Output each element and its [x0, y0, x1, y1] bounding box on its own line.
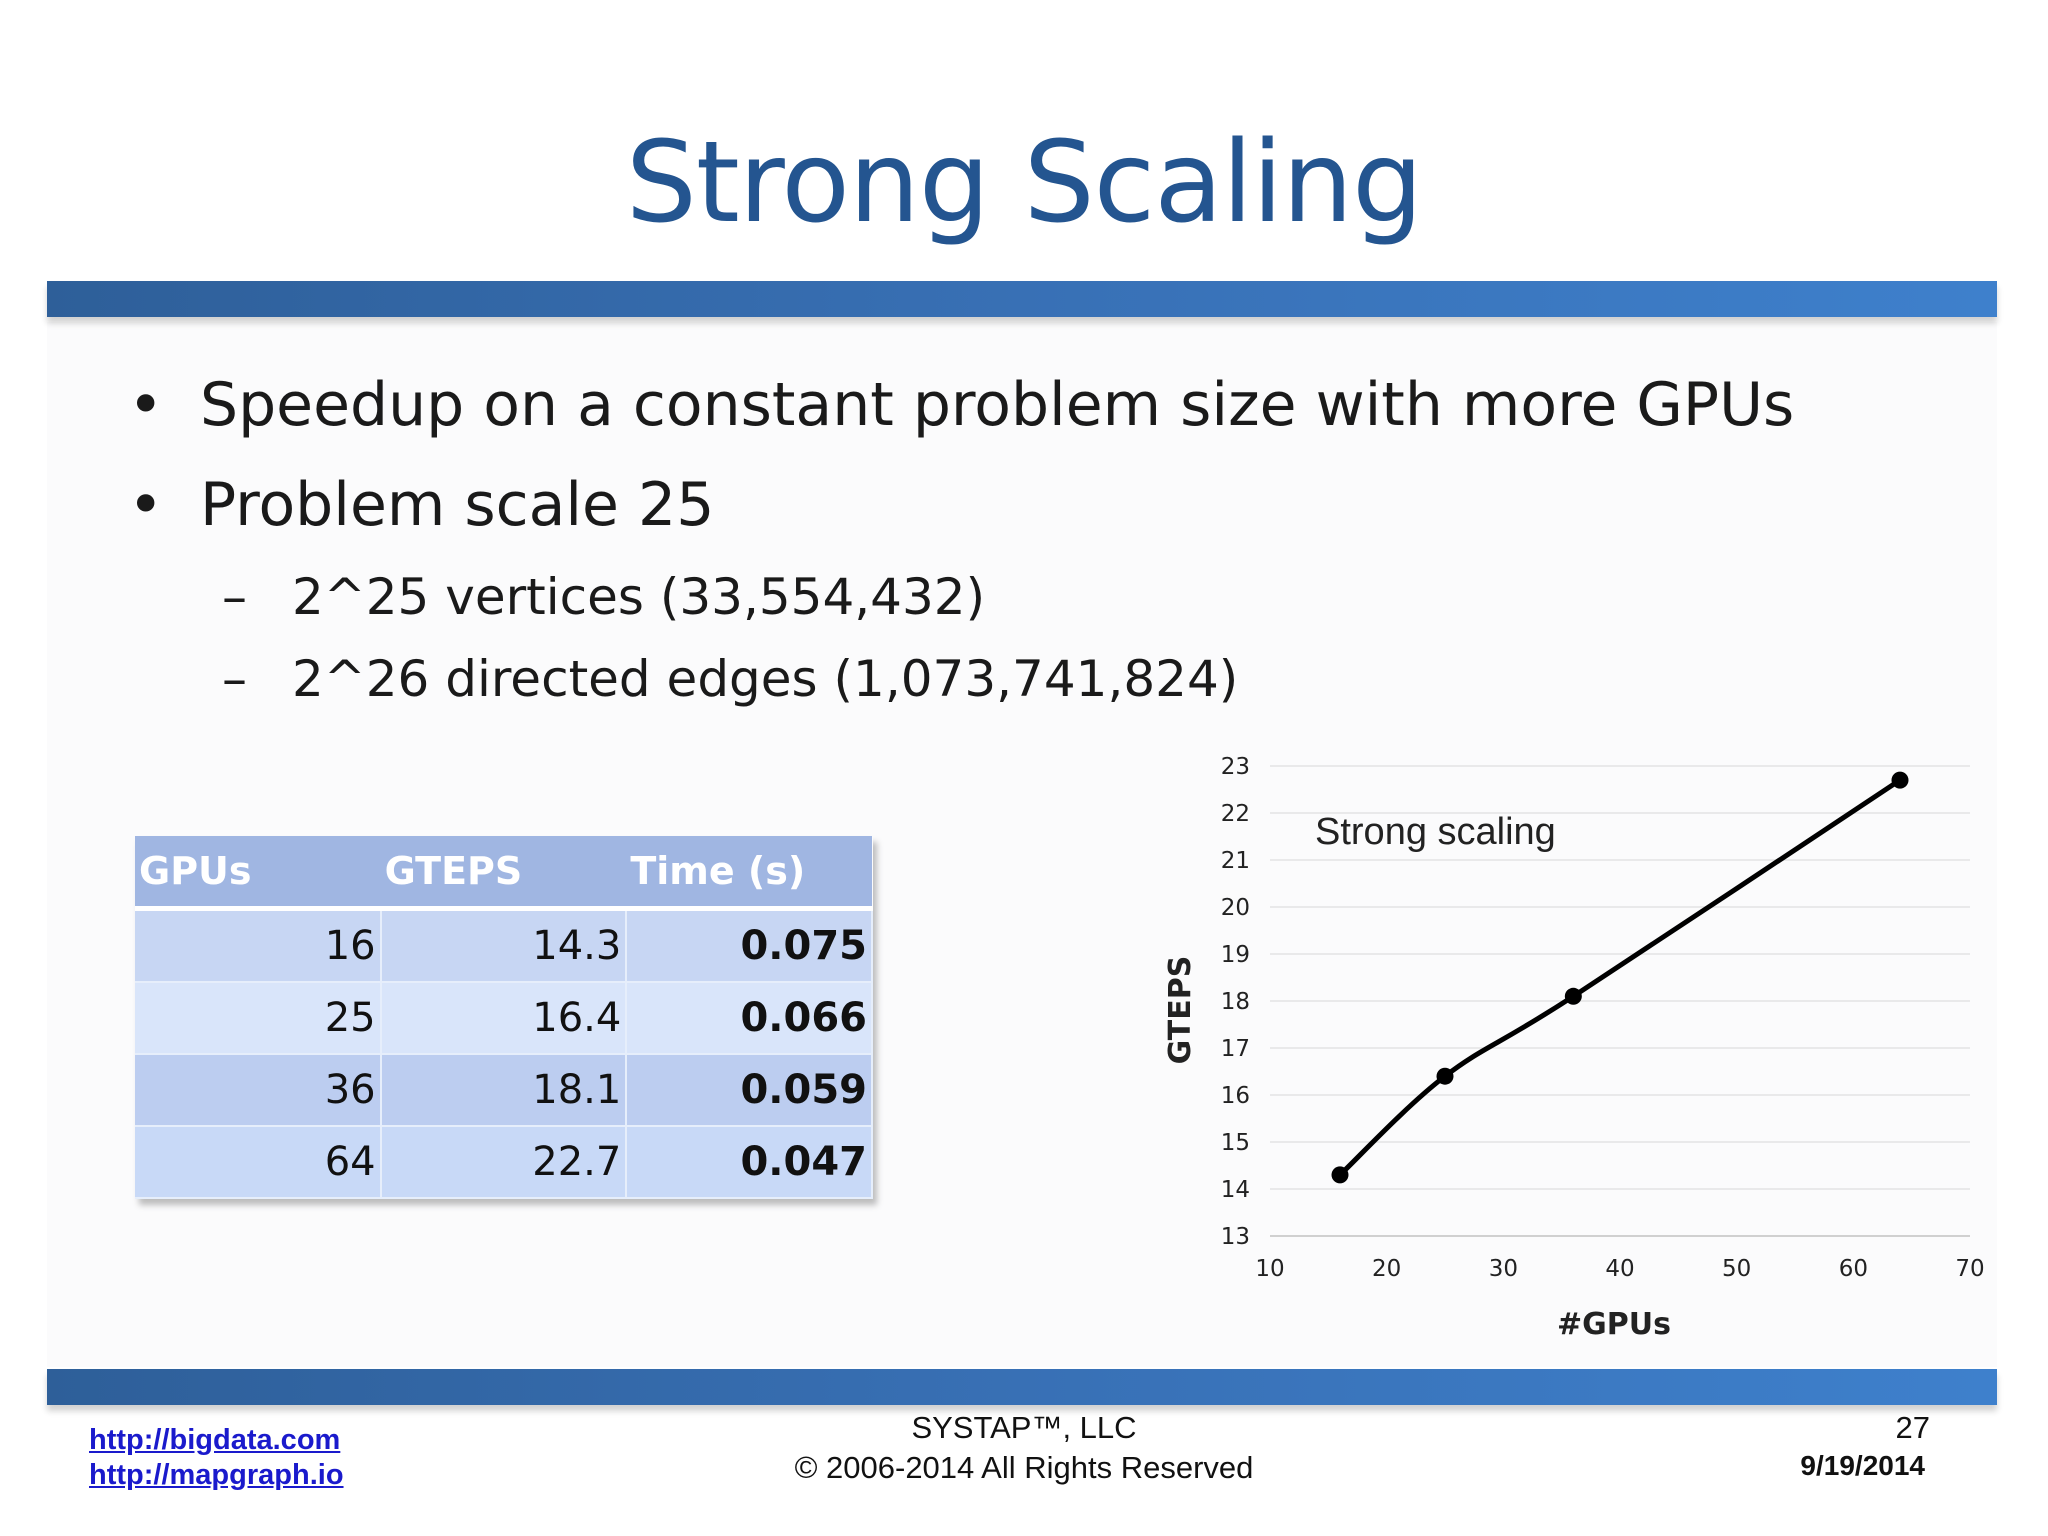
cell-time: 0.066 — [626, 982, 873, 1055]
table-row: 64 22.7 0.047 — [135, 1126, 873, 1199]
y-tick-label: 19 — [1221, 942, 1250, 968]
cell-gteps: 22.7 — [380, 1126, 628, 1199]
cell-time: 0.059 — [626, 1054, 873, 1127]
y-tick-label: 16 — [1221, 1083, 1250, 1109]
bullet-text: Speedup on a constant problem size with … — [200, 370, 1795, 440]
x-tick-labels: 10 20 30 40 50 60 70 — [1255, 1256, 1984, 1282]
y-tick-label: 22 — [1221, 801, 1250, 827]
cell-gpus: 25 — [135, 982, 382, 1055]
x-tick-label: 10 — [1255, 1256, 1284, 1282]
sub-bullet-text: 2^26 directed edges (1,073,741,824) — [292, 650, 1239, 708]
table-row: 36 18.1 0.059 — [135, 1054, 873, 1127]
header-gpus: GPUs — [135, 836, 381, 911]
table-row: 16 14.3 0.075 — [135, 908, 873, 983]
y-tick-label: 20 — [1221, 895, 1250, 921]
bullet-marker: • — [128, 370, 164, 440]
y-tick-label: 13 — [1221, 1224, 1250, 1250]
cell-gpus: 36 — [135, 1054, 382, 1127]
sub-bullet-item: –2^26 directed edges (1,073,741,824) — [222, 650, 1238, 708]
cell-gpus: 64 — [135, 1126, 382, 1199]
gteps-line-chart: 13 14 15 16 17 18 19 20 21 22 23 10 20 30 40 50 60 70 St… — [1163, 754, 1985, 1342]
sub-bullet-item: –2^25 vertices (33,554,432) — [222, 568, 985, 626]
company-name: SYSTAP™, LLC — [911, 1410, 1137, 1445]
table-header-row: GPUs GTEPS Time (s) — [135, 836, 872, 911]
cell-gteps: 18.1 — [380, 1054, 628, 1127]
x-tick-label: 30 — [1489, 1256, 1518, 1282]
bullet-text: Problem scale 25 — [200, 470, 715, 540]
bigdata-link[interactable]: http://bigdata.com — [89, 1424, 341, 1456]
chart-annotation: Strong scaling — [1315, 811, 1556, 853]
data-point — [1564, 987, 1582, 1005]
bullet-marker: • — [128, 470, 164, 540]
x-tick-label: 60 — [1839, 1256, 1868, 1282]
x-tick-label: 70 — [1955, 1256, 1984, 1282]
x-tick-label: 40 — [1605, 1256, 1634, 1282]
cell-gpus: 16 — [135, 908, 382, 983]
results-table: GPUs GTEPS Time (s) 16 14.3 0.075 25 16.… — [135, 836, 873, 1199]
cell-time: 0.075 — [626, 908, 873, 983]
y-tick-label: 21 — [1221, 848, 1250, 874]
x-tick-label: 20 — [1372, 1256, 1401, 1282]
cell-gteps: 14.3 — [380, 908, 628, 983]
data-point — [1891, 771, 1909, 789]
footer-links: http://bigdata.com http://mapgraph.io — [89, 1423, 344, 1493]
bullet-item: • Problem scale 25 — [128, 470, 714, 540]
copyright-notice: © 2006-2014 All Rights Reserved — [794, 1450, 1254, 1485]
bullet-list: • Speedup on a constant problem size with… — [128, 370, 1794, 708]
y-tick-label: 18 — [1221, 989, 1250, 1015]
mapgraph-link[interactable]: http://mapgraph.io — [89, 1459, 344, 1491]
sub-bullet-text: 2^25 vertices (33,554,432) — [292, 568, 986, 626]
x-axis-label: #GPUs — [1557, 1307, 1671, 1342]
x-tick-label: 50 — [1722, 1256, 1751, 1282]
header-gteps: GTEPS — [380, 836, 627, 911]
dash-marker: – — [222, 568, 247, 626]
y-tick-label: 15 — [1221, 1130, 1250, 1156]
cell-gteps: 16.4 — [380, 982, 628, 1055]
y-tick-label: 17 — [1221, 1036, 1250, 1062]
y-tick-label: 14 — [1221, 1177, 1250, 1203]
table-row: 25 16.4 0.066 — [135, 982, 873, 1055]
dash-marker: – — [222, 650, 247, 708]
slide-date: 9/19/2014 — [1800, 1450, 1925, 1481]
series-group — [1331, 771, 1909, 1184]
grid-lines — [1270, 765, 1970, 1237]
data-point — [1436, 1067, 1454, 1085]
bullet-item: • Speedup on a constant problem size with… — [128, 370, 1794, 440]
header-time: Time (s) — [626, 836, 872, 911]
series-line — [1338, 778, 1902, 1177]
y-axis-label: GTEPS — [1163, 956, 1198, 1065]
title-divider-bar — [47, 281, 1997, 317]
slide-title: Strong Scaling — [625, 118, 1423, 248]
y-tick-label: 23 — [1221, 754, 1250, 780]
footer-divider-bar — [47, 1369, 1997, 1405]
data-point — [1331, 1166, 1349, 1184]
y-tick-labels: 13 14 15 16 17 18 19 20 21 22 23 — [1221, 754, 1250, 1250]
page-number: 27 — [1895, 1410, 1930, 1445]
cell-time: 0.047 — [626, 1126, 873, 1199]
